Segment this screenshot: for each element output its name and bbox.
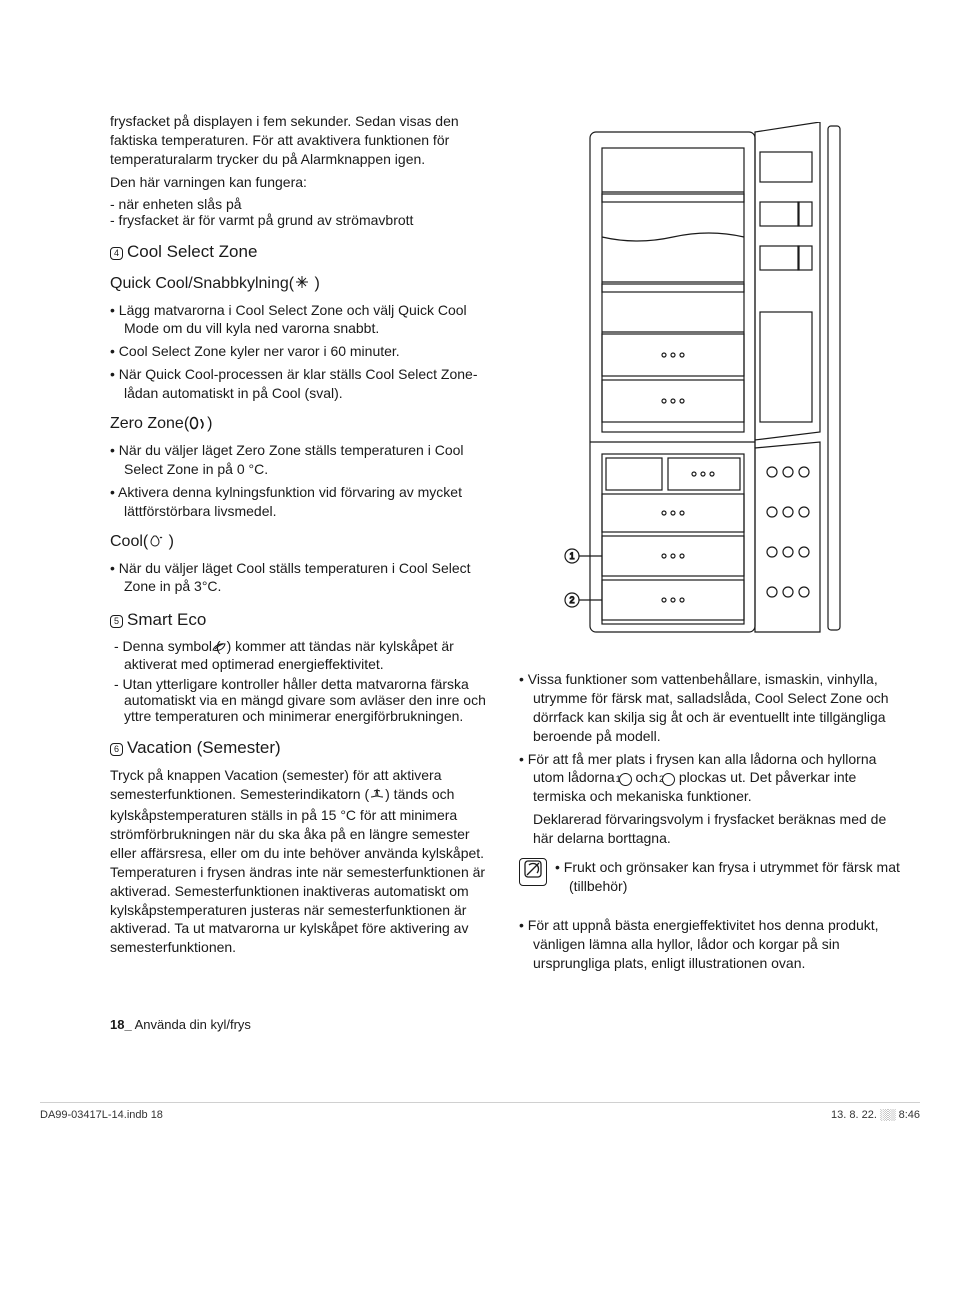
zero-zone-b: ) [207,415,212,432]
quick-cool-b2: Cool Select Zone kyler ner varor i 60 mi… [110,342,491,361]
right-column: 1 2 Vissa funktioner som vattenbehållare… [519,112,900,1032]
circ-1: 1 [619,773,632,786]
section-5-num: 5 [110,615,123,628]
no-frost-icon [519,858,547,886]
vacation-icon [369,787,385,806]
quick-cool-b3: När Quick Cool-processen är klar ställs … [110,365,491,403]
quick-cool-icon [294,274,310,295]
zero-zone-heading: Zero Zone() [110,415,491,435]
right-b2b: och [632,769,662,785]
zero-zone-list: När du väljer läget Zero Zone ställs tem… [110,441,491,521]
intro-p2: Den här varningen kan fungera: [110,173,491,192]
section-4-heading: 4 Cool Select Zone [110,242,491,262]
page-number: 18_ Använda din kyl/frys [110,1017,491,1032]
cool-list: När du väljer läget Cool ställs temperat… [110,559,491,597]
quick-cool-b1: Lägg matvarorna i Cool Select Zone och v… [110,301,491,339]
note-row: Frukt och grönsaker kan frysa i utrymmet… [519,858,900,906]
right-b2d: Deklarerad förvaringsvolym i frysfacket … [533,810,900,848]
cool-a: Cool( [110,533,148,550]
intro-dashlist: - när enheten slås på - frysfacket är fö… [110,196,491,228]
right-notes-2: För att uppnå bästa energieffektivitet h… [519,916,900,973]
smart-eco-d1: - Denna symbol () kommer att tändas när … [110,638,491,672]
zero-zone-b2: Aktivera denna kylningsfunktion vid förv… [110,483,491,521]
section-6-num: 6 [110,743,123,756]
intro-dash1: - när enheten slås på [110,196,491,212]
zero-zone-a: Zero Zone( [110,415,189,432]
smart-eco-d1a: - Denna symbol ( [114,638,221,654]
quick-cool-list: Lägg matvarorna i Cool Select Zone och v… [110,301,491,403]
print-footer: DA99-03417L-14.indb 18 13. 8. 22. ░░ 8:4… [40,1102,920,1121]
zero-zone-icon [189,416,207,435]
section-5-heading: 5 Smart Eco [110,610,491,630]
circ-2: 2 [662,773,675,786]
quick-cool-heading: Quick Cool/Snabbkylning( ) [110,274,491,295]
vacation-p: Tryck på knappen Vacation (semester) för… [110,766,491,957]
footer-right: 13. 8. 22. ░░ 8:46 [831,1109,920,1121]
page-num-a: 18_ [110,1017,132,1032]
quick-cool-title-a: Quick Cool/Snabbkylning( [110,275,294,292]
zero-zone-b1: När du väljer läget Zero Zone ställs tem… [110,441,491,479]
cool-heading: Cool( ) [110,533,491,553]
cool-b1: När du väljer läget Cool ställs temperat… [110,559,491,597]
note-text: Frukt och grönsaker kan frysa i utrymmet… [555,858,900,896]
intro-p1: frysfacket på displayen i fem sekunder. … [110,112,491,169]
svg-text:1: 1 [569,551,574,561]
svg-text:2: 2 [569,595,574,605]
fridge-svg: 1 2 [560,122,860,642]
footer-left: DA99-03417L-14.indb 18 [40,1109,163,1121]
right-b3: För att uppnå bästa energieffektivitet h… [519,916,900,973]
right-notes: Vissa funktioner som vattenbehållare, is… [519,670,900,848]
fridge-figure: 1 2 [519,112,900,652]
vacation-p-b: ) tänds och kylskåpstemperaturen ställs … [110,786,485,955]
section-6-heading: 6 Vacation (Semester) [110,738,491,758]
page-num-b: Använda din kyl/frys [132,1017,251,1032]
cool-b: ) [164,533,174,550]
section-4-num: 4 [110,247,123,260]
page-content: frysfacket på displayen i fem sekunder. … [0,0,960,1072]
right-b2: För att få mer plats i frysen kan alla l… [519,750,900,848]
cool-icon [148,534,164,553]
section-6-title: Vacation (Semester) [127,738,281,757]
quick-cool-title-b: ) [310,275,320,292]
intro-block: frysfacket på displayen i fem sekunder. … [110,112,491,228]
section-5-title: Smart Eco [127,610,206,629]
right-b1: Vissa funktioner som vattenbehållare, is… [519,670,900,746]
intro-dash2: - frysfacket är för varmt på grund av st… [110,212,491,228]
section-4-title: Cool Select Zone [127,242,257,261]
smart-eco-d2: - Utan ytterligare kontroller håller det… [110,676,491,724]
left-column: frysfacket på displayen i fem sekunder. … [110,112,491,1032]
